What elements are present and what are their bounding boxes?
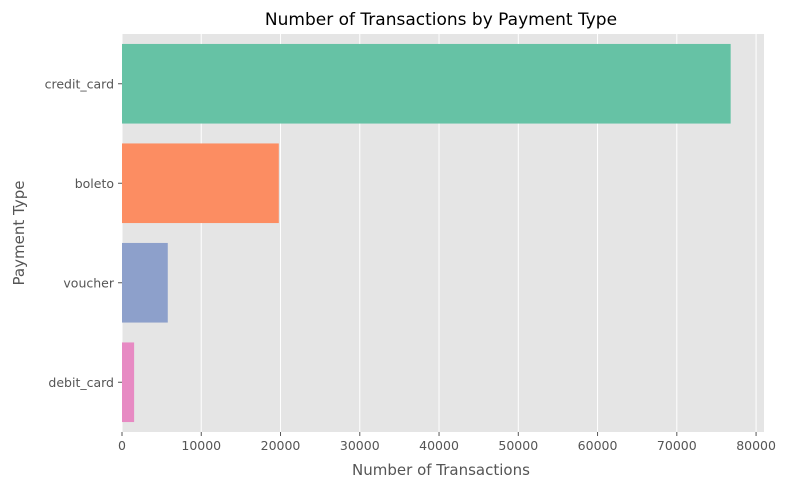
x-tick-label: 80000 [736,438,776,453]
bar-voucher [122,242,168,323]
x-tick-label: 10000 [181,438,221,453]
chart-title: Number of Transactions by Payment Type [265,10,617,30]
x-axis-ticks: 0 10000 20000 30000 40000 50000 60000 70000 8000… [118,432,776,453]
x-tick-label: 50000 [498,438,538,453]
bar-credit-card [122,43,731,124]
x-tick-label: 60000 [578,438,618,453]
bar-debit-card [122,342,135,423]
x-axis-label: Number of Transactions [352,461,530,479]
x-tick-label: 70000 [657,438,697,453]
y-tick-label: credit_card [45,76,114,91]
y-tick-label: debit_card [48,375,114,390]
x-tick-label: 40000 [419,438,459,453]
y-tick-label: boleto [75,176,114,191]
bar-boleto [122,143,279,224]
y-tick-label: voucher [63,275,114,290]
bars [122,43,731,423]
y-axis-label: Payment Type [10,181,28,286]
x-tick-label: 30000 [340,438,380,453]
x-tick-label: 0 [118,438,126,453]
x-tick-label: 20000 [261,438,301,453]
